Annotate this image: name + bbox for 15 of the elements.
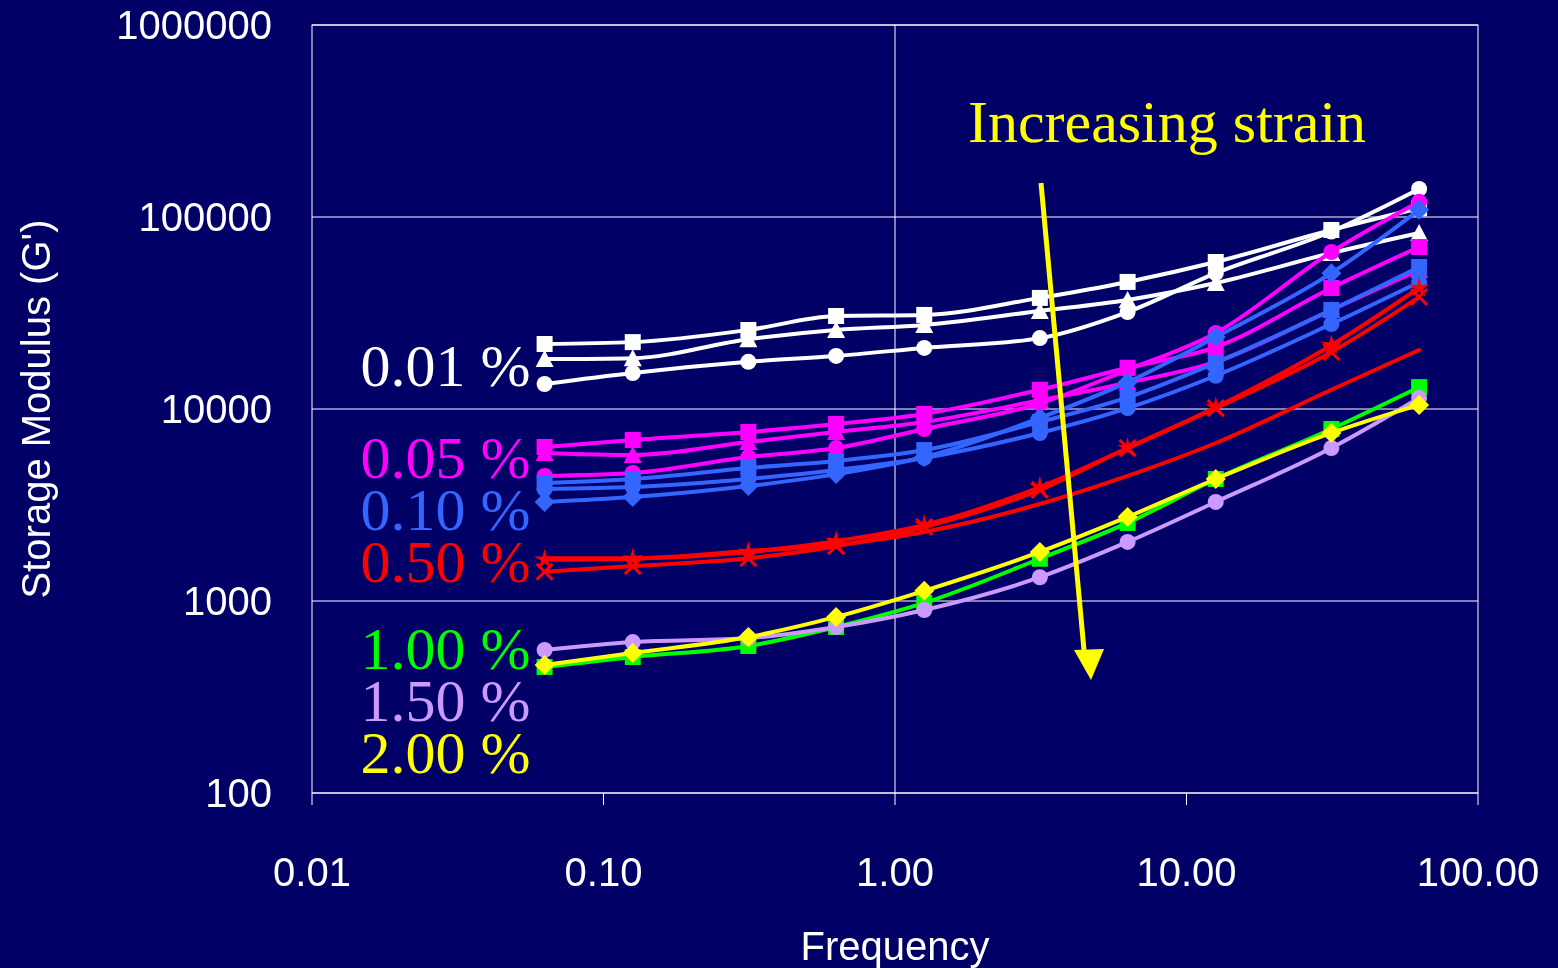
annotation: Increasing strain [967, 89, 1367, 155]
x-tick-label: 10.00 [1136, 850, 1237, 894]
x-tick-label: 0.01 [273, 850, 351, 894]
x-tick-label: 1.00 [856, 850, 934, 894]
series-label: 1.00 % [360, 616, 531, 683]
y-tick-label: 10000 [160, 387, 272, 431]
y-tick-label: 1000 [183, 579, 272, 623]
y-tick-label: 1000000 [116, 3, 272, 47]
x-tick-label: 100.00 [1416, 850, 1540, 894]
x-axis-title: Frequency [800, 924, 990, 968]
y-tick-label: 100000 [138, 195, 272, 239]
y-tick-label: 100 [205, 771, 272, 815]
x-tick-label: 0.10 [564, 850, 643, 894]
series-label: 0.01 % [360, 332, 531, 399]
y-axis-title: Storage Modulus (G') [14, 219, 58, 599]
